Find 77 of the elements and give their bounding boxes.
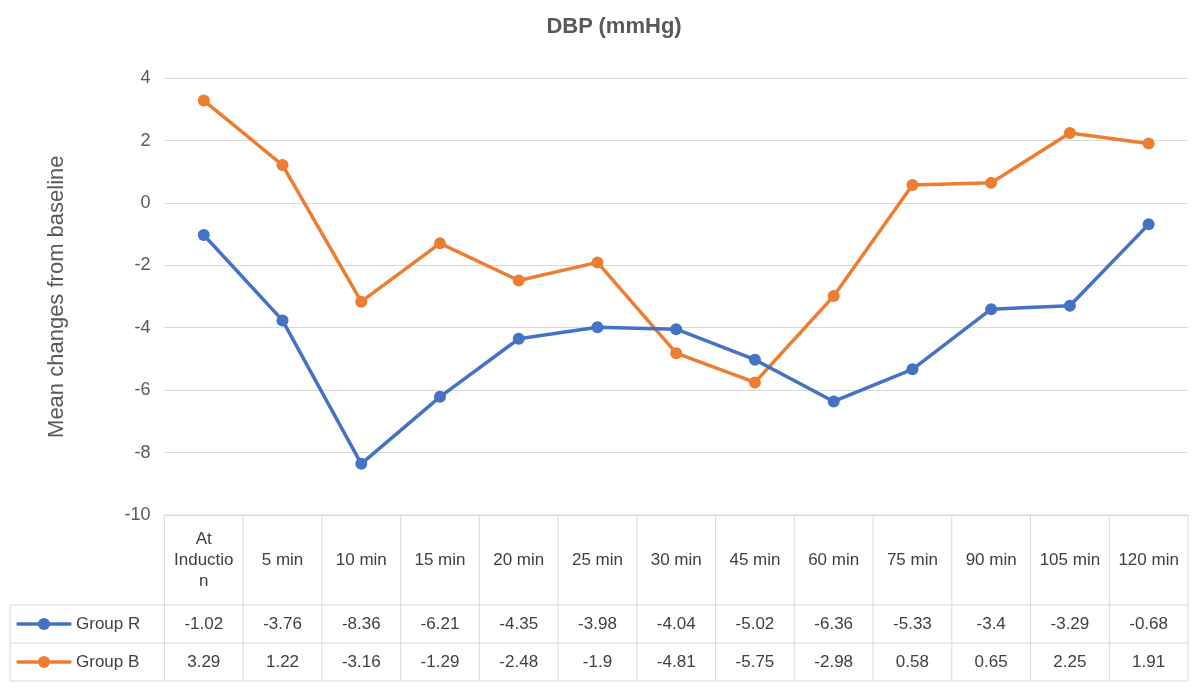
point	[512, 332, 525, 345]
point	[434, 237, 446, 250]
point	[1063, 126, 1076, 139]
data-label: -1.29	[420, 651, 460, 671]
data-label: -5.75	[735, 651, 775, 671]
point	[670, 323, 683, 336]
point	[906, 179, 919, 192]
x-tick-label: 30 min	[650, 549, 702, 569]
legend-label: Group R	[76, 613, 141, 633]
data-label: -3.29	[1050, 613, 1090, 633]
data-label: -2.98	[814, 651, 854, 671]
data-label: -1.02	[184, 613, 224, 633]
y-tick-label: 0	[140, 192, 151, 213]
data-label: 1.22	[265, 651, 300, 671]
y-tick-label: -2	[134, 254, 151, 275]
chart-title: DBP (mmHg)	[546, 13, 682, 39]
y-tick-label: 2	[140, 129, 151, 150]
y-tick-label: -6	[134, 379, 151, 400]
data-label: -8.36	[341, 613, 381, 633]
y-tick-label: -4	[134, 316, 151, 337]
point	[670, 347, 683, 360]
x-tick-label: 25 min	[571, 549, 623, 569]
data-label: -3.98	[578, 613, 617, 633]
point	[748, 353, 761, 366]
point	[591, 256, 604, 269]
y-tick-label: -10	[124, 503, 151, 524]
x-tick-label: 60 min	[808, 549, 860, 569]
data-label: -6.21	[420, 613, 460, 633]
data-label: 1.91	[1132, 651, 1166, 671]
point	[512, 274, 525, 287]
legend-label: Group B	[76, 651, 140, 671]
data-label: -6.36	[814, 613, 854, 633]
x-tick-label: At Induction	[174, 528, 234, 590]
data-label: -4.81	[656, 651, 696, 671]
x-tick-label: 20 min	[493, 549, 545, 569]
x-tick-label: 75 min	[886, 549, 938, 569]
point	[1063, 299, 1076, 312]
point	[355, 457, 368, 470]
point	[827, 290, 840, 303]
point	[1142, 137, 1155, 150]
point	[985, 176, 998, 189]
point	[827, 395, 840, 408]
data-label: -0.68	[1129, 613, 1169, 633]
data-label: -2.48	[499, 651, 539, 671]
y-tick-label: -8	[134, 441, 151, 462]
point	[197, 94, 210, 107]
point	[434, 390, 446, 403]
data-label: -3.16	[341, 651, 381, 671]
x-tick-label: 5 min	[261, 549, 304, 569]
x-tick-label: 120 min	[1118, 549, 1179, 569]
data-label: -1.9	[582, 651, 613, 671]
x-tick-label: 45 min	[729, 549, 781, 569]
point	[1142, 218, 1155, 231]
point	[906, 363, 919, 376]
point	[591, 321, 604, 334]
point	[985, 303, 998, 316]
data-label: -5.33	[893, 613, 932, 633]
data-label: 3.29	[187, 651, 221, 671]
x-tick-label: 105 min	[1039, 549, 1101, 569]
x-tick-label: 10 min	[335, 549, 387, 569]
point	[197, 228, 210, 241]
data-label: -4.35	[499, 613, 539, 633]
x-tick-label: 15 min	[414, 549, 466, 569]
data-label: -4.04	[656, 613, 696, 633]
y-tick-label: 4	[140, 67, 151, 88]
point	[276, 314, 289, 327]
point	[355, 295, 368, 308]
data-label: -3.76	[263, 613, 302, 633]
x-tick-label: 90 min	[965, 549, 1017, 569]
data-label: 0.58	[895, 651, 929, 671]
data-label: -5.02	[735, 613, 775, 633]
data-label: 2.25	[1053, 651, 1087, 671]
point	[748, 376, 761, 389]
data-label: 0.65	[974, 651, 1008, 671]
y-axis-title: Mean changes from baseline	[43, 155, 69, 438]
data-label: -3.4	[976, 613, 1006, 633]
point	[276, 159, 289, 172]
